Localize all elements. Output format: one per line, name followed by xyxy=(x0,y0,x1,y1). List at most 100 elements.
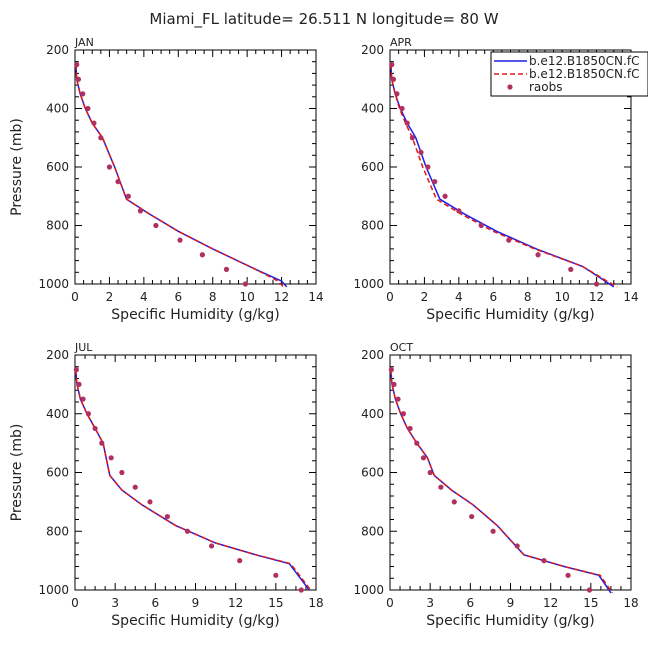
data-point xyxy=(119,469,125,476)
data-point xyxy=(273,572,279,578)
data-point xyxy=(418,149,424,155)
y-tick-label: 1000 xyxy=(353,583,384,597)
series-solid xyxy=(74,369,310,591)
x-tick-label: 9 xyxy=(507,596,515,610)
x-tick-label: 0 xyxy=(71,290,79,304)
data-point xyxy=(469,513,475,520)
data-point xyxy=(147,499,153,505)
data-point xyxy=(394,91,400,97)
x-tick-label: 0 xyxy=(71,596,79,610)
series-line xyxy=(74,369,310,591)
data-point xyxy=(153,222,159,229)
data-point xyxy=(132,484,138,490)
x-tick-label: 0 xyxy=(386,290,394,304)
panel-title: APR xyxy=(390,36,412,49)
x-axis-label: Specific Humidity (g/kg) xyxy=(111,307,279,323)
y-tick-label: 600 xyxy=(361,160,384,174)
x-tick-label: 6 xyxy=(174,290,182,304)
y-tick-label: 1000 xyxy=(38,583,69,597)
series-line xyxy=(75,64,288,288)
data-point xyxy=(80,91,86,97)
y-tick-label: 800 xyxy=(46,219,69,233)
y-tick-label: 200 xyxy=(46,348,69,362)
x-tick-label: 9 xyxy=(192,596,200,610)
series-marker xyxy=(74,62,249,287)
x-axis-label: Specific Humidity (g/kg) xyxy=(426,613,594,629)
x-tick-label: 12 xyxy=(589,290,604,304)
data-point xyxy=(74,62,80,68)
data-point xyxy=(92,425,98,432)
x-tick-label: 6 xyxy=(467,596,475,610)
legend-label: raobs xyxy=(529,80,563,94)
y-tick-label: 400 xyxy=(361,102,384,116)
data-point xyxy=(391,381,397,387)
y-tick-label: 1000 xyxy=(353,277,384,291)
data-point xyxy=(388,367,394,373)
data-point xyxy=(99,440,105,446)
legend-item: b.e12.B1850CN.fC xyxy=(494,54,639,68)
series-solid xyxy=(390,64,615,288)
series-line xyxy=(390,64,618,288)
data-point xyxy=(80,396,86,402)
data-point xyxy=(514,543,520,549)
data-point xyxy=(399,105,405,112)
y-tick-label: 600 xyxy=(46,466,69,480)
data-point xyxy=(420,455,427,461)
series-dashed xyxy=(390,64,618,288)
series-line xyxy=(389,369,612,594)
y-tick-label: 800 xyxy=(361,219,384,233)
series-dashed xyxy=(74,369,312,591)
x-tick-label: 4 xyxy=(140,290,148,304)
series-line xyxy=(390,64,615,288)
data-point xyxy=(91,120,97,126)
data-point xyxy=(85,411,91,417)
y-axis-label: Pressure (mb) xyxy=(9,424,25,522)
x-tick-label: 4 xyxy=(455,290,463,304)
data-point xyxy=(76,381,82,387)
data-point xyxy=(535,252,541,258)
x-axis-label: Specific Humidity (g/kg) xyxy=(426,307,594,323)
x-tick-label: 18 xyxy=(623,596,638,610)
data-point xyxy=(404,120,410,126)
data-point xyxy=(565,572,571,578)
legend-item: raobs xyxy=(507,80,563,94)
x-tick-label: 3 xyxy=(426,596,434,610)
y-tick-label: 400 xyxy=(46,102,69,116)
y-tick-label: 1000 xyxy=(38,277,69,291)
data-point xyxy=(137,208,144,214)
data-point xyxy=(490,528,496,534)
legend-box xyxy=(490,51,648,97)
data-point xyxy=(442,193,448,199)
data-point xyxy=(85,105,91,112)
data-point xyxy=(390,76,397,82)
series-dashed xyxy=(75,64,284,288)
legend-label: b.e12.B1850CN.fC xyxy=(529,67,639,81)
series-solid xyxy=(75,64,288,288)
x-tick-label: 2 xyxy=(106,290,114,304)
data-point xyxy=(184,528,191,534)
data-point xyxy=(427,469,433,476)
data-point xyxy=(593,281,600,287)
data-point xyxy=(298,587,304,593)
x-tick-label: 8 xyxy=(524,290,532,304)
y-tick-label: 200 xyxy=(361,348,384,362)
legend-marker xyxy=(507,84,513,90)
x-tick-label: 8 xyxy=(209,290,217,304)
data-point xyxy=(108,455,114,461)
data-point xyxy=(237,558,243,564)
x-tick-label: 14 xyxy=(623,290,638,304)
data-point xyxy=(586,587,593,593)
series-dashed xyxy=(389,369,613,594)
data-point xyxy=(208,543,215,549)
data-point xyxy=(98,135,104,141)
legend-item: b.e12.B1850CN.fC xyxy=(494,67,639,81)
data-point xyxy=(199,252,205,258)
data-point xyxy=(164,513,170,520)
y-tick-label: 600 xyxy=(46,160,69,174)
data-point xyxy=(223,266,230,272)
